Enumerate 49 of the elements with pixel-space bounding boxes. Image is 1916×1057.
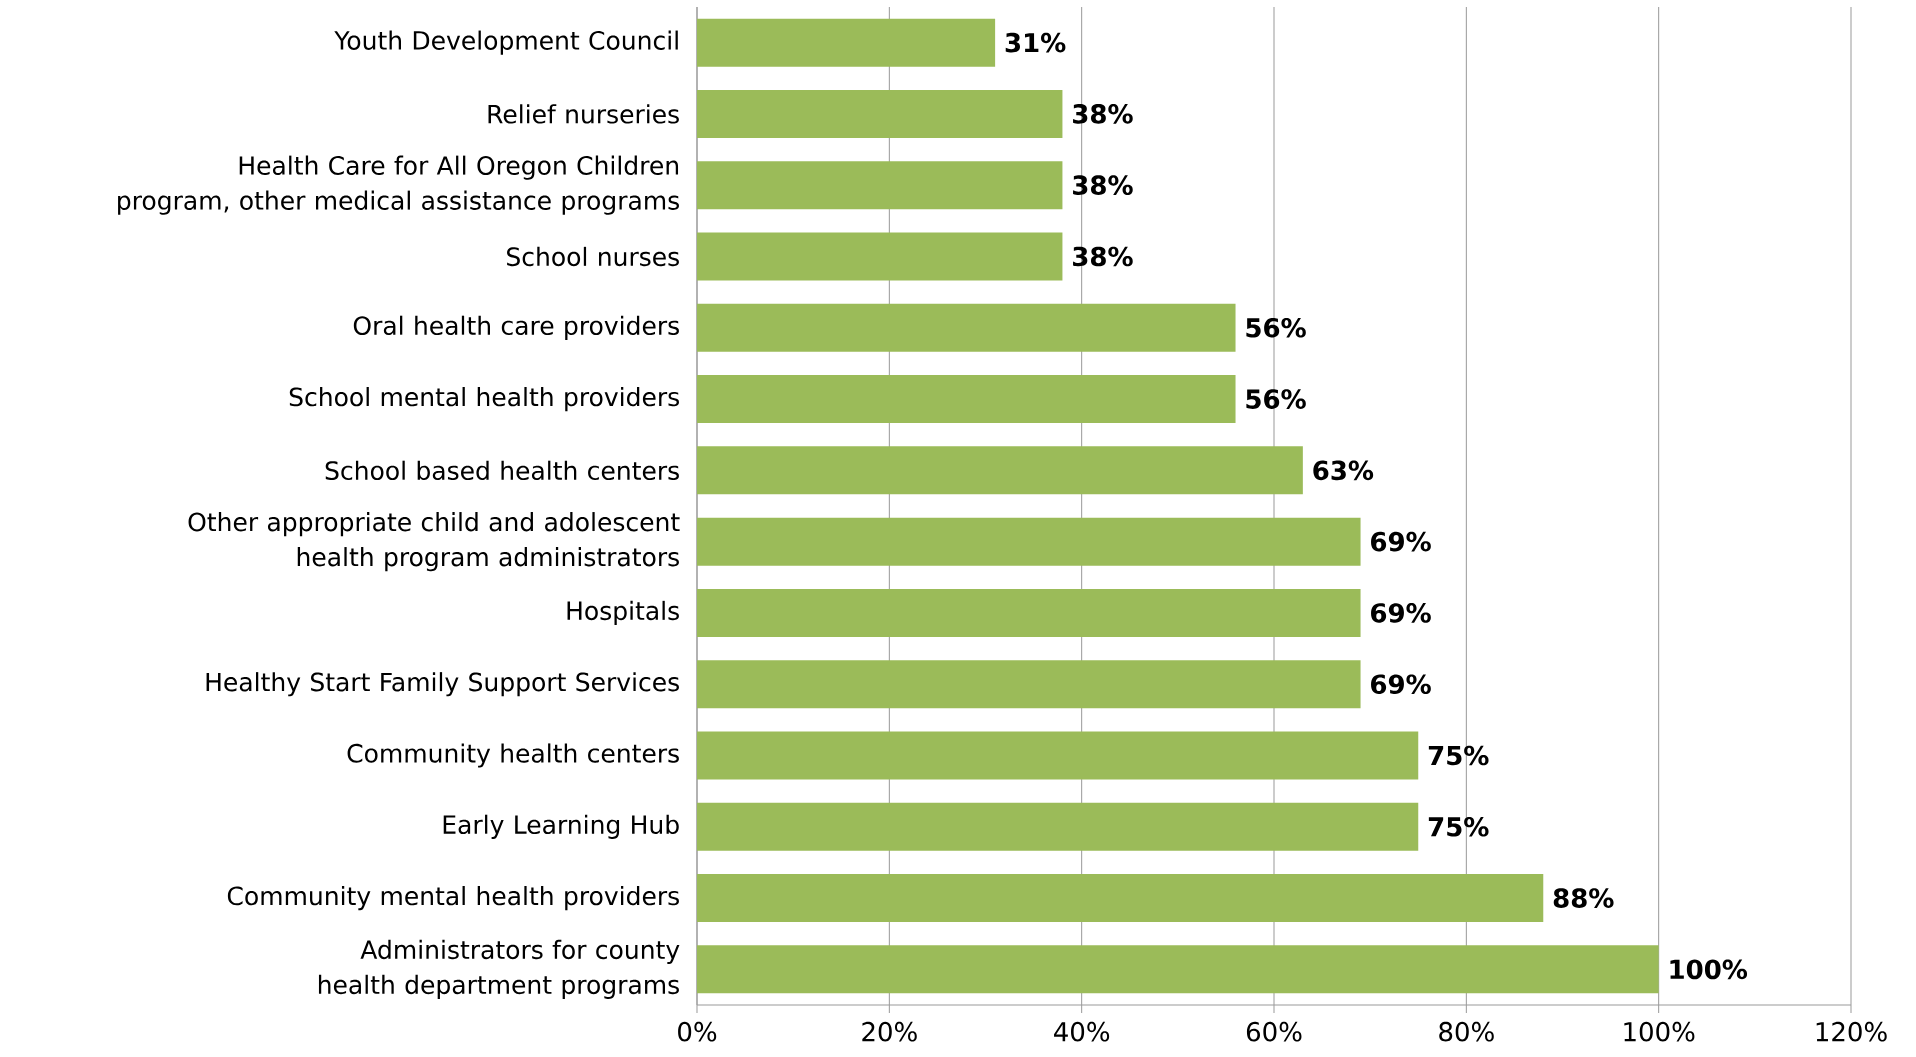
bar — [697, 375, 1236, 424]
data-label: 56% — [1246, 317, 1306, 338]
bar — [697, 232, 1063, 281]
x-tick-label: 20% — [862, 1021, 917, 1042]
bar — [697, 161, 1063, 210]
y-tick-label: School mental health providers — [289, 386, 679, 412]
data-label: 100% — [1670, 959, 1748, 980]
data-label: 69% — [1371, 603, 1431, 623]
data-label: 88% — [1553, 888, 1614, 908]
y-tick-label: Relief nurseries — [488, 104, 679, 124]
data-label: 31% — [1005, 32, 1066, 53]
y-tick-label: Health Care for All Oregon Children program, other medical assistance programs — [118, 155, 679, 215]
y-tick-label: Other appropriate child and adolescent health program administrators — [188, 512, 680, 572]
data-label: 63% — [1313, 460, 1374, 481]
bar — [697, 446, 1303, 495]
x-tick-label: 120% — [1816, 1021, 1887, 1042]
y-tick-label: School nurses — [507, 246, 679, 267]
y-tick-label: Healthy Start Family Support Services — [206, 672, 679, 697]
data-label: 75% — [1428, 745, 1489, 766]
y-tick-label: Community mental health providers — [227, 885, 679, 911]
y-tick-label: Youth Development Council — [334, 30, 678, 55]
data-label: 38% — [1073, 175, 1133, 196]
y-tick-label: School based health centers — [325, 460, 679, 481]
x-tick-label: 80% — [1439, 1021, 1494, 1042]
y-tick-label: Hospitals — [567, 600, 679, 626]
bar — [697, 18, 996, 67]
bar — [697, 89, 1063, 138]
data-label: 38% — [1073, 246, 1133, 267]
data-label: 69% — [1371, 531, 1431, 552]
bar — [697, 802, 1419, 851]
bar — [697, 303, 1236, 352]
y-tick-label: Administrators for county health department programs — [318, 939, 680, 999]
y-tick-label: Community health centers — [347, 743, 679, 768]
bar — [697, 945, 1659, 994]
bar — [697, 517, 1361, 566]
bar — [697, 588, 1361, 637]
bar — [697, 874, 1544, 923]
x-tick-label: 100% — [1624, 1021, 1695, 1042]
x-tick-label: 60% — [1246, 1021, 1302, 1042]
y-tick-label: Oral health care providers — [353, 315, 679, 340]
data-label: 56% — [1246, 389, 1306, 409]
x-tick-label: 0% — [678, 1021, 717, 1042]
bar — [697, 731, 1419, 780]
data-label: 75% — [1428, 816, 1489, 837]
bar — [697, 660, 1361, 709]
y-tick-label: Early Learning Hub — [443, 814, 679, 839]
data-label: 38% — [1073, 104, 1133, 124]
data-label: 69% — [1371, 674, 1431, 695]
x-tick-label: 40% — [1054, 1021, 1110, 1042]
